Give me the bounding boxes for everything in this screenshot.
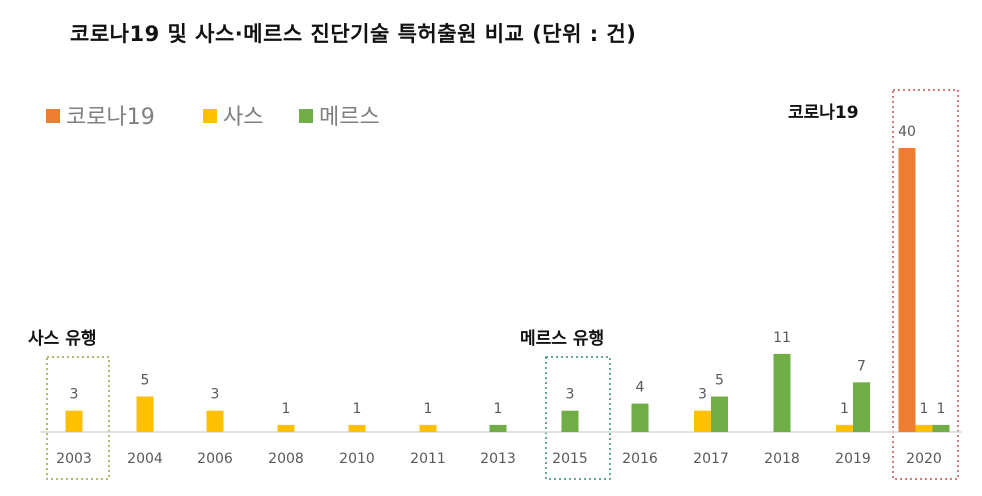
- data-label-sars-2008: 1: [282, 401, 291, 417]
- data-label-mers-2018: 11: [773, 330, 791, 346]
- legend-label-mers: 메르스: [319, 105, 380, 130]
- x-tick-2020: 2020: [906, 451, 942, 467]
- x-tick-2008: 2008: [268, 451, 304, 467]
- bar-mers-2017: [711, 396, 728, 432]
- bar-mers-2019: [853, 382, 870, 432]
- data-label-sars-2019: 1: [840, 401, 849, 417]
- data-label-sars-2003: 3: [70, 387, 79, 403]
- x-tick-2015: 2015: [552, 451, 588, 467]
- data-label-sars-2010: 1: [353, 401, 362, 417]
- callout-sars-outbreak: 사스 유행: [28, 329, 96, 349]
- x-tick-2003: 2003: [56, 451, 92, 467]
- bars: [65, 148, 950, 432]
- legend-swatch-mers: [299, 109, 313, 123]
- bar-sars-2006: [206, 410, 224, 432]
- data-label-sars-2004: 5: [141, 373, 150, 389]
- legend-swatch-covid: [46, 109, 60, 123]
- x-tick-2019: 2019: [835, 451, 871, 467]
- bar-mers-2020: [932, 424, 950, 432]
- legend-swatch-sars: [203, 109, 217, 123]
- bar-sars-2017: [694, 410, 711, 432]
- highlight-box-covid: [892, 89, 959, 480]
- callout-mers-outbreak: 메르스 유행: [520, 329, 604, 349]
- data-label-mers-2019: 7: [857, 358, 866, 374]
- x-tick-2013: 2013: [480, 451, 516, 467]
- bar-sars-2010: [348, 424, 366, 432]
- bar-sars-2019: [836, 424, 853, 432]
- highlight-boxes: [46, 89, 959, 480]
- data-label-sars-2020: 1: [920, 401, 929, 417]
- bar-mers-2016: [631, 403, 649, 432]
- data-label-mers-2020: 1: [937, 401, 946, 417]
- x-tick-2018: 2018: [764, 451, 800, 467]
- bar-sars-2008: [277, 424, 295, 432]
- legend-label-sars: 사스: [223, 105, 263, 130]
- bar-covid-2020: [898, 148, 916, 432]
- data-label-mers-2016: 4: [636, 380, 645, 396]
- callout-covid: 코로나19: [788, 103, 859, 123]
- x-tick-2016: 2016: [622, 451, 658, 467]
- x-tick-2004: 2004: [127, 451, 163, 467]
- data-label-sars-2017: 3: [698, 387, 707, 403]
- bar-mers-2013: [489, 424, 507, 432]
- data-label-sars-2011: 1: [424, 401, 433, 417]
- x-tick-labels: 2003 2004 2006 2008 2010 2011 2013 2015 2016 2017…: [56, 451, 942, 467]
- bar-sars-2004: [136, 396, 154, 432]
- bar-sars-2011: [419, 424, 437, 432]
- legend-label-covid: 코로나19: [66, 105, 155, 130]
- bar-sars-2003: [65, 410, 83, 432]
- bar-mers-2015: [561, 410, 579, 432]
- data-label-sars-2006: 3: [211, 387, 220, 403]
- bar-mers-2018: [773, 353, 791, 432]
- bar-sars-2020: [915, 424, 933, 432]
- chart-title: 코로나19 및 사스·메르스 진단기술 특허출원 비교 (단위 : 건): [70, 22, 637, 46]
- highlight-box-sars: [46, 356, 110, 480]
- x-tick-2006: 2006: [197, 451, 233, 467]
- data-label-mers-2017: 5: [715, 373, 724, 389]
- legend: 코로나19 사스 메르스: [46, 105, 380, 130]
- data-label-mers-2013: 1: [494, 401, 503, 417]
- x-tick-2011: 2011: [410, 451, 446, 467]
- data-label-mers-2015: 3: [566, 387, 575, 403]
- highlight-box-mers: [545, 356, 611, 480]
- x-tick-2010: 2010: [339, 451, 375, 467]
- x-tick-2017: 2017: [693, 451, 729, 467]
- data-label-covid-2020: 40: [898, 124, 916, 140]
